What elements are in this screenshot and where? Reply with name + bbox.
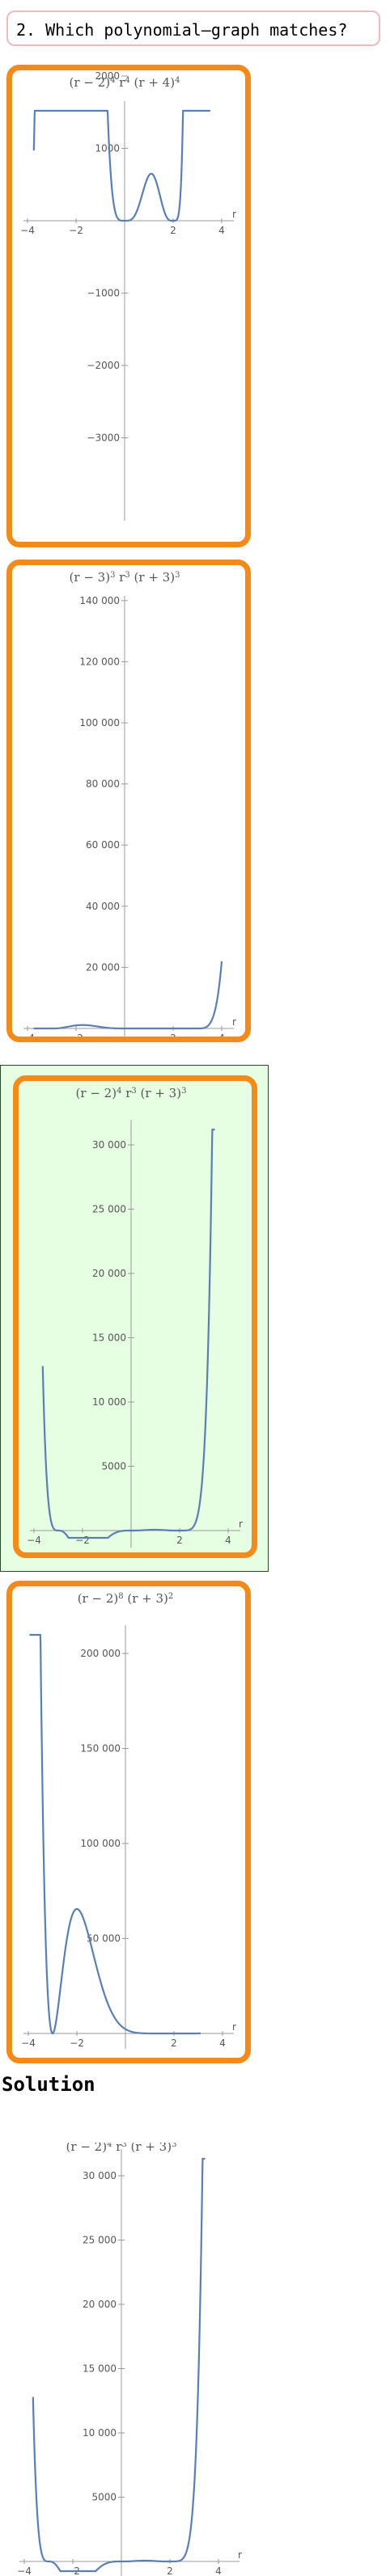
solution-ytick: 15 000 <box>83 2363 117 2375</box>
option-2-ytick: 100 000 <box>79 717 120 728</box>
option-4-xtick: −4 <box>21 2038 36 2049</box>
option-4-ytick: 150 000 <box>80 1743 121 1755</box>
solution-title: (r − 2)4 r3 (r + 3)3 <box>66 2143 177 2154</box>
option-3-ytick: 25 000 <box>92 1204 126 1215</box>
option-4-xtick: 2 <box>171 2038 177 2049</box>
option-4-ytick: 200 000 <box>80 1648 121 1659</box>
option-2-ytick: 60 000 <box>86 839 120 851</box>
option-2-x-axis-label: r <box>232 1016 236 1028</box>
option-2-ytick: 80 000 <box>86 779 120 790</box>
solution-plot: (r − 2)4 r3 (r + 3)3 −4 −2 2 4 r 30 000 25 000 2… <box>8 2143 251 2576</box>
option-1-xtick: −4 <box>20 225 35 236</box>
option-4-x-axis-label: r <box>232 2021 236 2033</box>
option-2-plot: (r − 3)3 r3 (r + 3)3 −4 −2 2 4 r 140 000 120 00… <box>20 570 236 1037</box>
option-3-ytick: 10 000 <box>92 1396 126 1408</box>
solution-ytick: 5000 <box>91 2492 117 2503</box>
option-1-x-axis-label: r <box>232 209 236 220</box>
option-4-xtick: −2 <box>70 2038 84 2049</box>
option-2-ytick: 40 000 <box>86 901 120 912</box>
question-text: 2. Which polynomial–graph matches? <box>16 20 348 40</box>
option-3-xtick: −4 <box>27 1535 41 1546</box>
option-2-xtick: −2 <box>69 1033 83 1037</box>
option-1-curve <box>32 109 210 222</box>
option-4-title: (r − 2)8 (r + 3)2 <box>78 1591 174 1606</box>
solution-xtick: 2 <box>167 2565 173 2576</box>
solution-ytick: 20 000 <box>83 2299 117 2310</box>
option-1-xtick: −2 <box>69 225 83 236</box>
option-3-ytick: 30 000 <box>92 1139 126 1151</box>
option-4-ytick: 100 000 <box>80 1838 121 1849</box>
option-2-xtick: 4 <box>218 1033 225 1037</box>
option-1-ytick: −1000 <box>87 288 120 299</box>
option-4-plot: (r − 2)8 (r + 3)2 −4 −2 2 4r 200 000 150 000 10… <box>21 1591 236 2049</box>
option-2-ytick: 120 000 <box>79 656 120 667</box>
option-3-plot: (r − 2)4 r3 (r + 3)3 −4 −2 2 4r 30 000 25 000 2… <box>27 1086 243 1548</box>
option-1-xtick: 4 <box>218 225 225 236</box>
solution-ytick: 25 000 <box>83 2235 117 2246</box>
option-2-title: (r − 3)3 r3 (r + 3)3 <box>70 570 180 585</box>
option-4-ytick: 50 000 <box>87 1933 121 1945</box>
option-3-ytick: 15 000 <box>92 1332 126 1344</box>
option-3-title: (r − 2)4 r3 (r + 3)3 <box>76 1086 187 1100</box>
option-card-3[interactable]: (r − 2)4 r3 (r + 3)3 −4 −2 2 4 r 30 000 25 000 2… <box>13 1075 257 1558</box>
option-3-ytick: 5000 <box>101 1461 126 1472</box>
option-3-curve <box>41 1128 215 1539</box>
option-2-xtick: −4 <box>20 1033 35 1037</box>
option-1-ytick: −2000 <box>87 360 120 371</box>
solution-curve <box>32 2157 206 2573</box>
option-3-ytick: 20 000 <box>92 1268 126 1279</box>
solution-xtick: −4 <box>17 2565 32 2576</box>
solution-x-axis-label: r <box>238 2549 242 2561</box>
solution-heading: Solution <box>2 2073 95 2096</box>
option-1-plot: (r − 2)4 r4 (r + 4)4−4−224r4000300020001… <box>20 70 236 521</box>
option-3-xtick: 2 <box>176 1535 183 1546</box>
selected-option-highlight <box>0 1065 269 1572</box>
question-box: 2. Which polynomial–graph matches? <box>6 11 380 46</box>
solution-ytick: 10 000 <box>83 2427 117 2439</box>
solution-ytick: 30 000 <box>83 2170 117 2181</box>
option-1-title: (r − 2)4 r4 (r + 4)4 <box>70 75 180 90</box>
option-card-2[interactable]: (r − 3)3 r3 (r + 3)3 −4 −2 2 4 r 140 000 120 00… <box>6 560 251 1042</box>
option-2-xtick: 2 <box>170 1033 176 1037</box>
option-1-xtick: 2 <box>170 225 176 236</box>
option-3-xtick: −2 <box>75 1535 90 1546</box>
option-3-xtick: 4 <box>225 1535 231 1546</box>
solution-xtick: 4 <box>215 2565 222 2576</box>
option-card-1[interactable]: (r − 2)4 r4 (r + 4)4−4−224r4000300020001… <box>6 65 251 547</box>
option-1-ytick: 2000 <box>95 70 120 82</box>
option-1-ytick: 1000 <box>95 143 120 154</box>
option-4-xtick: 4 <box>219 2038 226 2049</box>
option-2-ytick: 20 000 <box>86 961 120 973</box>
option-card-4[interactable]: (r − 2)8 (r + 3)2 −4 −2 2 4 r 200 000 150 000 10… <box>6 1581 251 2063</box>
option-3-x-axis-label: r <box>239 1518 243 1530</box>
option-2-ytick: 140 000 <box>79 595 120 606</box>
option-4-curve <box>29 1633 201 2035</box>
option-2-curve <box>33 961 223 1030</box>
option-1-ytick: −3000 <box>87 433 120 444</box>
